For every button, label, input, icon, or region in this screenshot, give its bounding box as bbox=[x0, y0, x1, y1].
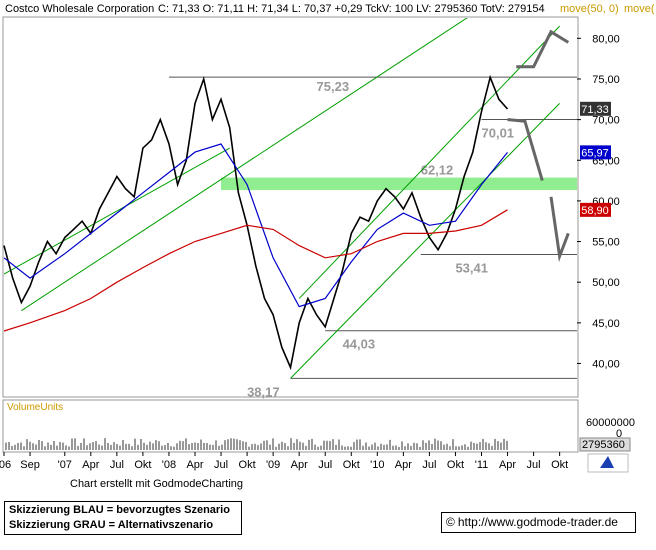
level-label: 75,23 bbox=[317, 79, 350, 94]
scenario-legend: Skizzierung BLAU = bevorzugtes Szenario … bbox=[4, 501, 242, 535]
channel-line bbox=[298, 25, 560, 299]
x-tick-label: '08 bbox=[162, 459, 176, 471]
zone-label: 62,12 bbox=[421, 163, 454, 178]
y-tick-label: 45,00 bbox=[592, 318, 620, 330]
x-tick-label: '10 bbox=[370, 459, 384, 471]
scenario-path bbox=[516, 29, 570, 69]
x-tick-label: '09 bbox=[266, 459, 280, 471]
x-tick-label: '11 bbox=[475, 459, 489, 471]
resistance-zone: 62,12 bbox=[221, 163, 577, 191]
x-tick-label: Okt bbox=[343, 459, 360, 471]
x-tick-label: Jul bbox=[422, 459, 436, 471]
level-label: 44,03 bbox=[343, 337, 376, 352]
channel-line bbox=[290, 103, 560, 379]
ma-label: move(50, 0) bbox=[560, 3, 619, 15]
y-tick-label: 40,00 bbox=[592, 358, 620, 370]
ma-label-2: move( bbox=[624, 3, 655, 15]
x-tick-label: Apr bbox=[499, 459, 516, 471]
copyright-icon: © bbox=[446, 515, 455, 529]
value-tag-label: 65,97 bbox=[581, 147, 609, 159]
value-tag-bg bbox=[580, 202, 611, 217]
volume-bars bbox=[5, 438, 508, 450]
level-label: 70,01 bbox=[482, 126, 515, 141]
x-tick-label: Okt bbox=[447, 459, 464, 471]
volume-scale-mid: 0 bbox=[616, 428, 622, 440]
value-tags: 71,33 65,97 58,90 bbox=[580, 101, 611, 217]
volume-last-tag: 2795360 bbox=[582, 439, 625, 451]
zone-band bbox=[221, 177, 577, 191]
value-tag-label: 71,33 bbox=[581, 104, 609, 116]
volume-label: VolumeUnits bbox=[7, 402, 63, 413]
price-plot-area bbox=[2, 16, 579, 398]
x-tick-label: Apr bbox=[186, 459, 203, 471]
x-tick-label: '07 bbox=[58, 459, 72, 471]
scroll-arrow-icon[interactable] bbox=[587, 453, 629, 473]
scenario-path bbox=[549, 196, 570, 263]
legend-gray-scenario: Skizzierung GRAU = Alternativszenario bbox=[9, 519, 214, 531]
x-tick-label: Apr bbox=[395, 459, 412, 471]
scenario-paths bbox=[507, 29, 570, 263]
price-series bbox=[3, 74, 509, 371]
value-tag-bg bbox=[580, 101, 611, 116]
y-tick-label: 70,00 bbox=[592, 115, 620, 127]
y-tick-label: 50,00 bbox=[592, 277, 620, 289]
scenario-path bbox=[507, 118, 544, 182]
chart-credit: Chart erstellt mit GodmodeCharting bbox=[70, 478, 244, 490]
x-tick-label: Jul bbox=[527, 459, 541, 471]
horizontal-levels: 75,23 70,01 53,41 44,03 38,17 bbox=[168, 76, 577, 399]
level-label: 38,17 bbox=[247, 384, 280, 399]
x-tick-label: Jul bbox=[318, 459, 332, 471]
y-axis: 40,0045,0050,0055,0060,0065,0070,0075,00… bbox=[577, 33, 620, 370]
y-tick-label: 55,00 bbox=[592, 237, 620, 249]
y-tick-label: 75,00 bbox=[592, 74, 620, 86]
source-url-text: http://www.godmode-trader.de bbox=[457, 515, 618, 529]
x-tick-label: Okt bbox=[551, 459, 568, 471]
level-label: 53,41 bbox=[455, 260, 488, 275]
chart-quote: C: 71,33 O: 71,11 H: 71,34 L: 70,37 +0,2… bbox=[158, 3, 545, 15]
chart-title: Costco Wholesale Corporation bbox=[5, 3, 154, 15]
volume-scale-top: 60000000 bbox=[586, 417, 635, 429]
price-line bbox=[3, 74, 509, 371]
volume-last-tag-bg bbox=[579, 437, 631, 452]
x-tick-label: Okt bbox=[134, 459, 151, 471]
x-tick-label: Sep bbox=[20, 459, 40, 471]
legend-blue-scenario: Skizzierung BLAU = bevorzugtes Szenario bbox=[9, 504, 230, 516]
value-tag-bg bbox=[580, 145, 611, 160]
channel-line bbox=[21, 18, 468, 312]
x-tick-label: Okt bbox=[239, 459, 256, 471]
y-tick-label: 80,00 bbox=[592, 33, 620, 45]
chart-svg: Costco Wholesale Corporation C: 71,33 O:… bbox=[0, 3, 655, 473]
value-tag-label: 58,90 bbox=[581, 205, 609, 217]
x-axis: '06 Sep '07 Apr Jul Okt '08 Apr Jul Okt '09 Apr Jul O… bbox=[0, 452, 568, 471]
x-tick-label: Apr bbox=[291, 459, 308, 471]
moving-average-line bbox=[3, 209, 508, 332]
source-url[interactable]: © http://www.godmode-trader.de bbox=[441, 512, 636, 533]
x-tick-label: '06 bbox=[0, 459, 11, 471]
x-tick-label: Jul bbox=[110, 459, 124, 471]
x-tick-label: Jul bbox=[214, 459, 228, 471]
x-tick-label: Apr bbox=[82, 459, 99, 471]
moving-average-line bbox=[3, 143, 508, 308]
